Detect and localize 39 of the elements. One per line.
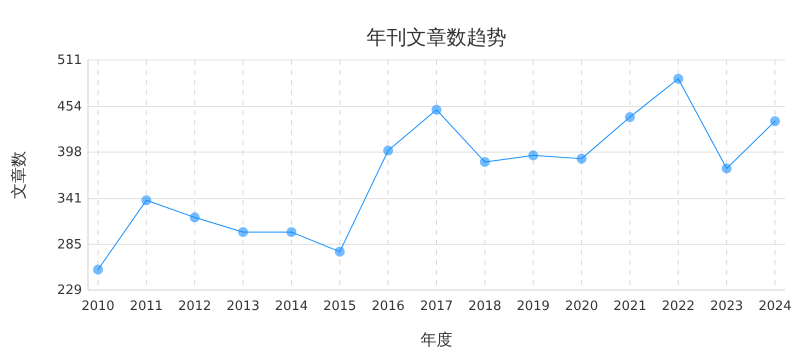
point [334,246,345,257]
point [673,74,684,84]
x-tick-label: 2019 [516,299,550,314]
x-tick-label: 2013 [226,299,260,314]
y-tick-label: 454 [57,99,82,114]
x-tick-label: 2015 [323,299,356,314]
x-tick-label: 2018 [468,299,502,314]
point [141,195,152,206]
x-tick-label: 2012 [178,299,212,314]
chart-title: 年刊文章数趋势 [366,25,506,49]
x-tick-label: 2017 [420,299,454,314]
point [770,116,780,126]
point [93,264,103,275]
x-tick-label: 2010 [81,299,115,314]
point [576,154,587,164]
x-tick-label: 2011 [130,299,163,314]
y-tick-label: 285 [57,237,82,252]
x-tick-label: 2014 [274,299,308,314]
x-tick-label: 2022 [662,299,695,314]
y-tick-label: 511 [57,53,82,68]
x-tick-label: 2016 [372,299,405,314]
x-tick-label: 2020 [565,299,598,314]
point [190,212,200,222]
point [383,146,394,156]
point [624,112,635,122]
x-tick-label: 2021 [613,299,646,314]
y-tick-label: 229 [57,283,82,298]
x-axis-title: 年度 [420,330,452,349]
y-tick-label: 398 [57,145,82,160]
y-tick-label: 341 [57,192,82,207]
x-tick-label: 2024 [758,299,792,314]
x-tick-label: 2023 [710,299,744,314]
point [238,227,248,238]
y-axis-title: 文章数 [9,151,28,199]
point [528,150,538,160]
point [286,227,296,238]
point [480,156,490,167]
point [432,104,442,115]
point [722,163,732,174]
